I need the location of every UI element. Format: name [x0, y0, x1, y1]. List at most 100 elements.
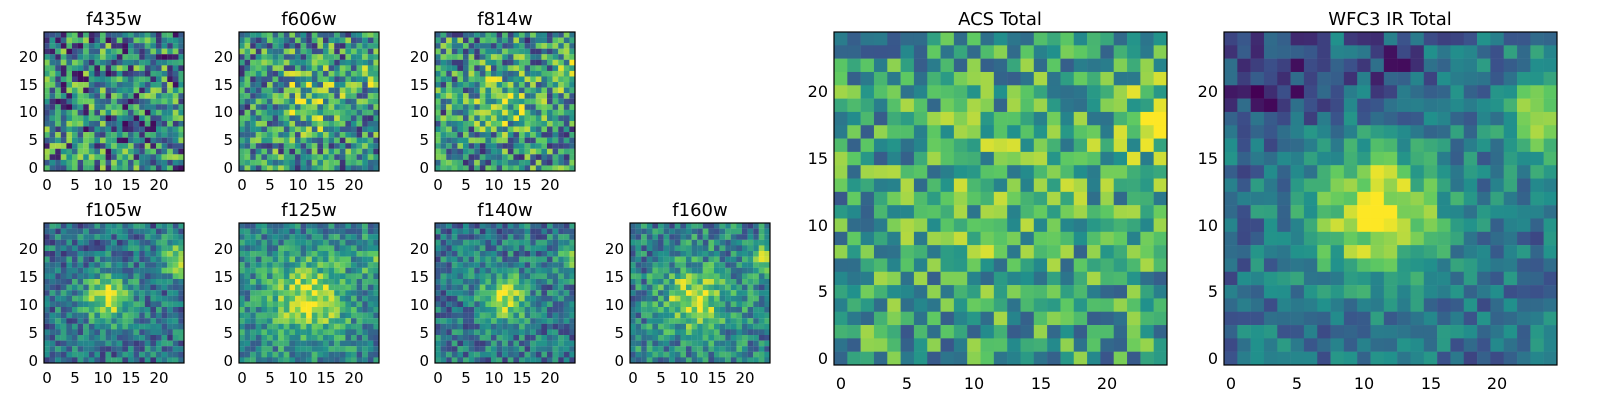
heatmap-cell [178, 307, 185, 313]
heatmap-cell [66, 267, 73, 274]
heatmap-cell [289, 228, 296, 235]
heatmap-cell [463, 323, 469, 330]
heatmap-cell [513, 143, 520, 149]
heatmap-cell [435, 279, 441, 285]
heatmap-cell [323, 340, 329, 347]
heatmap-cell [652, 267, 659, 274]
heatmap-cell [334, 318, 340, 324]
heatmap-cell [569, 37, 576, 44]
heatmap-cell [283, 312, 290, 319]
heatmap-cell [267, 357, 273, 364]
heatmap-cell [295, 346, 301, 352]
heatmap-cell [133, 279, 140, 285]
heatmap-cell [55, 115, 61, 122]
heatmap-cell [440, 329, 447, 336]
heatmap-cell [630, 307, 636, 313]
heatmap-cell [702, 267, 709, 274]
heatmap-cell [691, 234, 698, 240]
heatmap-cell [116, 59, 123, 66]
heatmap-cell [463, 284, 469, 291]
heatmap-cell [847, 205, 861, 219]
heatmap-cell [1113, 98, 1128, 113]
heatmap-cell [323, 98, 329, 105]
heatmap-cell [1153, 32, 1168, 46]
heatmap-cell [88, 87, 95, 94]
heatmap-cell [261, 137, 268, 144]
heatmap-cell [66, 32, 73, 38]
heatmap-cell [66, 262, 73, 268]
heatmap-cell [967, 125, 981, 139]
heatmap-cell [44, 104, 50, 110]
heatmap-cell [714, 318, 720, 324]
heatmap-cell [927, 245, 941, 259]
heatmap-cell [300, 165, 307, 172]
heatmap-cell [362, 109, 368, 116]
heatmap-cell [474, 43, 480, 49]
heatmap-cell [44, 87, 50, 94]
heatmap-cell [300, 76, 307, 83]
heatmap-cell [558, 301, 564, 308]
heatmap-cell [468, 273, 475, 280]
heatmap-cell [691, 295, 698, 302]
heatmap-cell [83, 323, 89, 330]
heatmap-cell [435, 234, 441, 240]
y-tick-label: 5 [614, 324, 624, 342]
heatmap-cell [161, 262, 168, 268]
heatmap-cell [128, 76, 134, 83]
heatmap-cell [133, 165, 140, 172]
heatmap-cell [250, 357, 256, 364]
heatmap-cell [267, 32, 273, 38]
heatmap-cell [1100, 98, 1114, 113]
heatmap-cell [367, 256, 374, 263]
heatmap-cell [491, 335, 497, 341]
heatmap-cell [328, 65, 335, 72]
heatmap-cell [239, 59, 245, 66]
heatmap-cell [172, 65, 179, 72]
heatmap-cell [334, 143, 340, 149]
heatmap-cell [267, 273, 273, 280]
heatmap-cell [295, 70, 301, 77]
heatmap-cell [345, 54, 352, 60]
heatmap-cell [860, 71, 875, 86]
heatmap-cell [100, 48, 106, 55]
heatmap-cell [1087, 218, 1101, 233]
heatmap-cell [167, 32, 173, 38]
heatmap-cell [658, 346, 664, 352]
heatmap-cell [563, 76, 570, 83]
heatmap-cell [725, 318, 731, 324]
heatmap-cell [362, 48, 368, 55]
heatmap-cell [742, 279, 748, 285]
heatmap-cell [435, 104, 441, 110]
heatmap-cell [94, 154, 101, 160]
heatmap-cell [451, 318, 458, 324]
heatmap-cell [272, 76, 279, 83]
heatmap-cell [161, 323, 168, 330]
heatmap-cell [535, 301, 542, 308]
heatmap-cell [547, 251, 553, 257]
heatmap-cell [468, 115, 475, 122]
heatmap-cell [736, 323, 743, 330]
heatmap-cell [535, 234, 542, 240]
heatmap-cell [367, 245, 374, 252]
heatmap-cell [485, 340, 492, 347]
heatmap-cell [356, 54, 363, 60]
heatmap-cell [463, 43, 469, 49]
heatmap-cell [552, 273, 559, 280]
heatmap-cell [457, 234, 464, 240]
heatmap-cell [630, 234, 636, 240]
heatmap-cell [72, 245, 78, 252]
heatmap-cell [742, 312, 748, 319]
heatmap-cell [172, 323, 179, 330]
heatmap-cell [323, 32, 329, 38]
heatmap-cell [244, 32, 251, 38]
heatmap-cell [697, 335, 703, 341]
heatmap-cell [150, 43, 157, 49]
heatmap-cell [311, 301, 318, 308]
heatmap-cell [463, 223, 469, 229]
heatmap-cell [295, 318, 301, 324]
heatmap-cell [278, 301, 284, 308]
heatmap-cell [278, 267, 284, 274]
heatmap-cell [702, 273, 709, 280]
heatmap-cell [116, 239, 123, 246]
heatmap-cell [457, 279, 464, 285]
